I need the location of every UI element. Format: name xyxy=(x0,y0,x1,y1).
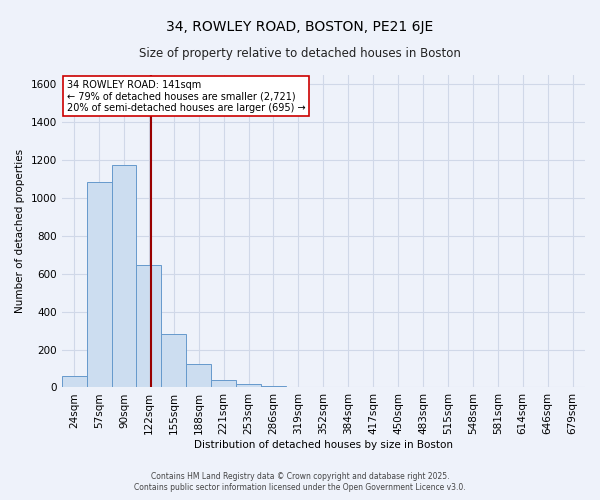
Bar xyxy=(136,266,161,388)
Text: Contains public sector information licensed under the Open Government Licence v3: Contains public sector information licen… xyxy=(134,483,466,492)
Bar xyxy=(236,384,261,388)
Bar xyxy=(86,182,112,388)
Y-axis label: Number of detached properties: Number of detached properties xyxy=(15,149,25,314)
Text: Contains HM Land Registry data © Crown copyright and database right 2025.: Contains HM Land Registry data © Crown c… xyxy=(151,472,449,481)
Bar xyxy=(161,334,186,388)
Bar xyxy=(62,376,86,388)
Bar xyxy=(211,380,236,388)
Bar xyxy=(186,364,211,388)
Bar xyxy=(261,386,286,388)
Text: 34, ROWLEY ROAD, BOSTON, PE21 6JE: 34, ROWLEY ROAD, BOSTON, PE21 6JE xyxy=(166,20,434,34)
Bar xyxy=(112,165,136,388)
Text: 34 ROWLEY ROAD: 141sqm
← 79% of detached houses are smaller (2,721)
20% of semi-: 34 ROWLEY ROAD: 141sqm ← 79% of detached… xyxy=(67,80,305,113)
X-axis label: Distribution of detached houses by size in Boston: Distribution of detached houses by size … xyxy=(194,440,453,450)
Text: Size of property relative to detached houses in Boston: Size of property relative to detached ho… xyxy=(139,48,461,60)
